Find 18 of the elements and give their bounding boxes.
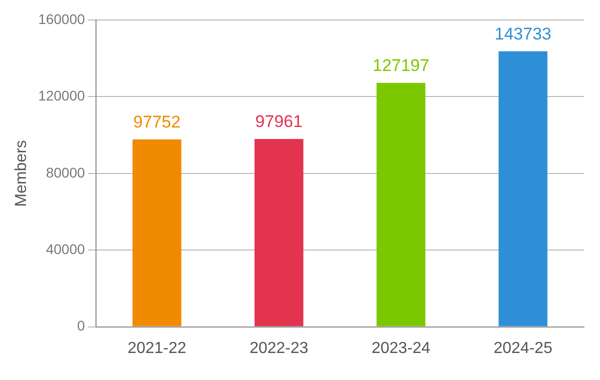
bar	[376, 82, 426, 326]
data-label: 143733	[494, 24, 552, 44]
bar	[498, 51, 548, 326]
y-tick-label: 120000	[38, 88, 86, 104]
x-tick-label: 2021-22	[128, 340, 186, 357]
bar	[132, 139, 182, 326]
y-tick-label: 0	[77, 318, 86, 334]
x-tick-label: 2022-23	[250, 340, 308, 357]
data-label: 127197	[372, 56, 430, 76]
x-tick-label: 2024-25	[494, 340, 552, 357]
bar	[254, 138, 304, 326]
y-tick-label: 40000	[46, 240, 86, 257]
y-tick-label: 80000	[46, 164, 86, 180]
data-label: 97961	[255, 112, 303, 132]
y-axis-title: Members	[13, 140, 30, 207]
y-tick-label: 160000	[38, 10, 86, 27]
x-tick-label: 2023-24	[372, 340, 430, 357]
data-label: 97752	[133, 112, 181, 132]
